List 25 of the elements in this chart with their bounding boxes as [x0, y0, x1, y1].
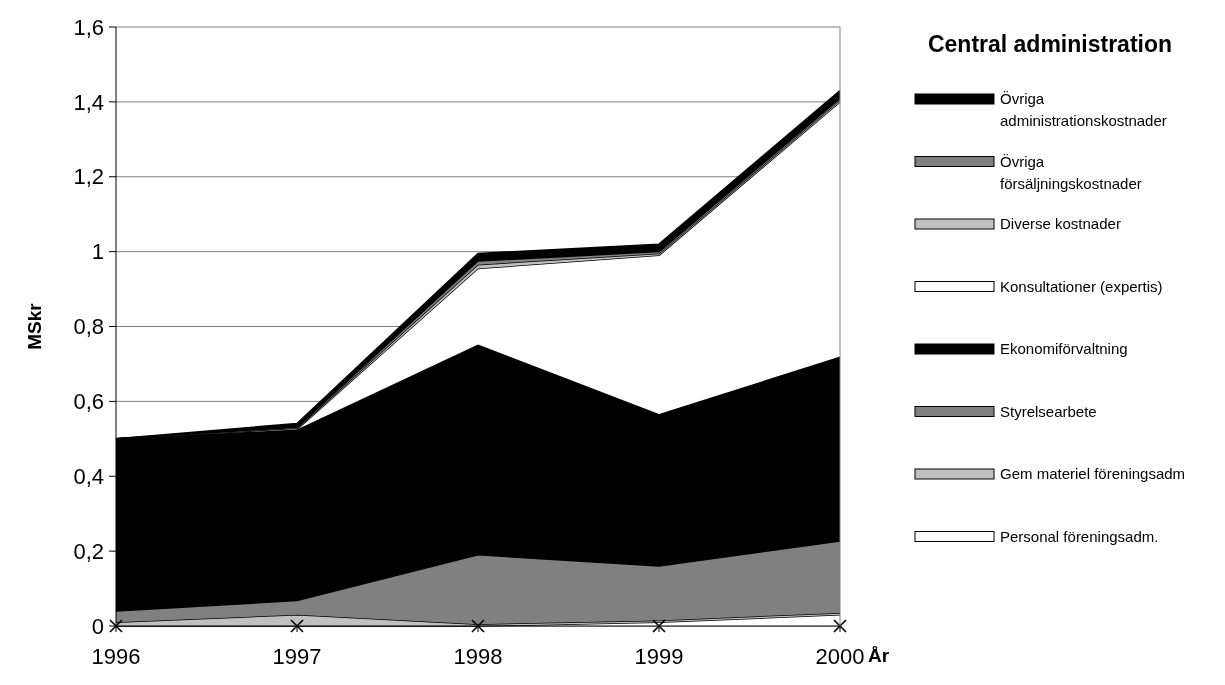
text: Central administration: [927, 31, 1173, 57]
x-tick-label: 2000: [815, 644, 865, 669]
x-tick-label: 1998: [453, 644, 503, 669]
text: Konsultationer (expertis): [1000, 277, 1163, 295]
text: Styrelsearbete: [1000, 402, 1097, 420]
text: Personal föreningsadm.: [1000, 527, 1159, 545]
text: Övriga försäljningskostnader: [1000, 152, 1142, 192]
y-axis-title: MSkr: [24, 302, 45, 350]
y-tick-label: 1,6: [73, 14, 104, 40]
y-tick-label: 0: [91, 613, 104, 639]
y-tick-label: 0,4: [73, 463, 104, 489]
text: Gem materiel föreningsadm: [1000, 465, 1186, 482]
text: Övriga administrationskostnader: [1000, 90, 1167, 129]
y-tick-label: 1,4: [73, 89, 104, 115]
x-tick-label: 1996: [91, 644, 141, 669]
text: Diverse kostnader: [1000, 215, 1121, 232]
y-tick-label: 1,2: [73, 164, 104, 190]
y-tick-label: 1: [91, 239, 104, 265]
y-tick-label: 0,8: [73, 314, 104, 340]
x-tick-label: 1997: [272, 644, 322, 669]
x-axis-title: År: [868, 645, 890, 666]
text: Ekonomiförvaltning: [1000, 340, 1128, 357]
x-tick-label: 1999: [634, 644, 684, 669]
y-tick-label: 0,6: [73, 389, 104, 415]
y-tick-label: 0,2: [73, 538, 104, 564]
